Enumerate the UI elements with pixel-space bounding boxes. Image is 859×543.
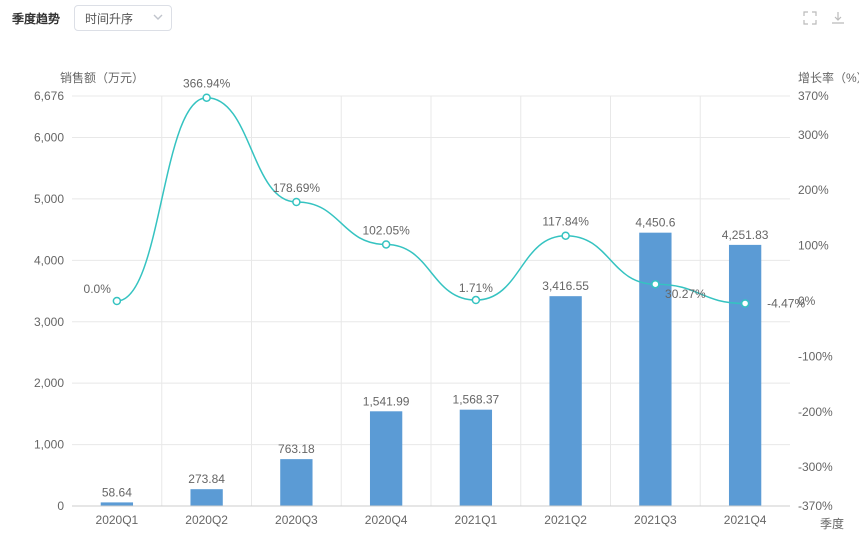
y-left-tick: 4,000: [34, 253, 64, 267]
x-category-label: 2021Q4: [724, 513, 767, 527]
growth-value-label: 102.05%: [362, 223, 410, 237]
header-title: 季度趋势: [12, 10, 60, 27]
y-left-tick: 1,000: [34, 438, 64, 452]
expand-icon[interactable]: [801, 9, 819, 27]
growth-marker: [742, 300, 749, 307]
bar-value-label: 58.64: [102, 485, 132, 499]
bar: [190, 489, 222, 506]
bar-value-label: 273.84: [188, 472, 225, 486]
growth-value-label: 0.0%: [84, 282, 112, 296]
bar: [280, 459, 312, 506]
growth-marker: [652, 281, 659, 288]
y-left-tick: 5,000: [34, 192, 64, 206]
x-category-label: 2020Q4: [365, 513, 408, 527]
growth-value-label: 366.94%: [183, 77, 231, 91]
bar-value-label: 1,568.37: [453, 393, 500, 407]
y-left-tick: 2,000: [34, 376, 64, 390]
growth-value-label: 1.71%: [459, 281, 493, 295]
growth-marker: [472, 297, 479, 304]
y-right-axis-title: 增长率（%）: [798, 70, 859, 85]
growth-value-label: 117.84%: [542, 215, 589, 229]
x-axis-title: 季度: [820, 516, 844, 531]
bar-value-label: 3,416.55: [542, 279, 589, 293]
x-category-label: 2020Q1: [96, 513, 139, 527]
growth-value-label: 30.27%: [665, 287, 706, 301]
bar: [639, 233, 671, 506]
y-right-tick: 370%: [798, 89, 829, 103]
bar: [549, 296, 581, 506]
chevron-down-icon: [153, 11, 163, 25]
y-right-tick: 200%: [798, 183, 829, 197]
x-category-label: 2020Q2: [185, 513, 228, 527]
y-left-tick: 6,000: [34, 131, 64, 145]
x-category-label: 2021Q2: [544, 513, 587, 527]
growth-marker: [562, 232, 569, 239]
y-right-tick: 300%: [798, 128, 829, 142]
bar: [460, 410, 492, 506]
x-category-label: 2021Q1: [455, 513, 498, 527]
growth-marker: [293, 198, 300, 205]
bar-value-label: 1,541.99: [363, 394, 410, 408]
y-left-tick: 6,676: [34, 89, 64, 103]
y-left-axis-title: 销售额（万元）: [60, 70, 144, 85]
bar: [101, 502, 133, 506]
y-right-tick: -200%: [798, 405, 833, 419]
x-category-label: 2021Q3: [634, 513, 677, 527]
sort-select[interactable]: 时间升序: [74, 5, 172, 31]
sort-select-value: 时间升序: [85, 10, 133, 27]
chart-header: 季度趋势 时间升序: [0, 0, 859, 36]
bar: [729, 245, 761, 506]
growth-value-label: -4.47%: [767, 296, 805, 310]
y-right-tick: 100%: [798, 239, 829, 253]
x-category-label: 2020Q3: [275, 513, 318, 527]
y-left-tick: 3,000: [34, 315, 64, 329]
y-right-tick: -300%: [798, 460, 833, 474]
growth-marker: [113, 298, 120, 305]
bar-value-label: 4,450.6: [635, 216, 675, 230]
growth-marker: [383, 241, 390, 248]
y-right-tick: -370%: [798, 499, 833, 513]
bar-value-label: 763.18: [278, 442, 315, 456]
growth-value-label: 178.69%: [273, 181, 321, 195]
growth-marker: [203, 94, 210, 101]
bar-value-label: 4,251.83: [722, 228, 769, 242]
download-icon[interactable]: [829, 9, 847, 27]
y-left-tick: 0: [57, 499, 64, 513]
y-right-tick: -100%: [798, 349, 833, 363]
quarterly-trend-chart: 0 1,000 2,000 3,000 4,000 5,000 6,000 6,676 -370…: [0, 56, 859, 543]
chart-container: 0 1,000 2,000 3,000 4,000 5,000 6,000 6,676 -370…: [0, 56, 859, 543]
bar: [370, 411, 402, 506]
